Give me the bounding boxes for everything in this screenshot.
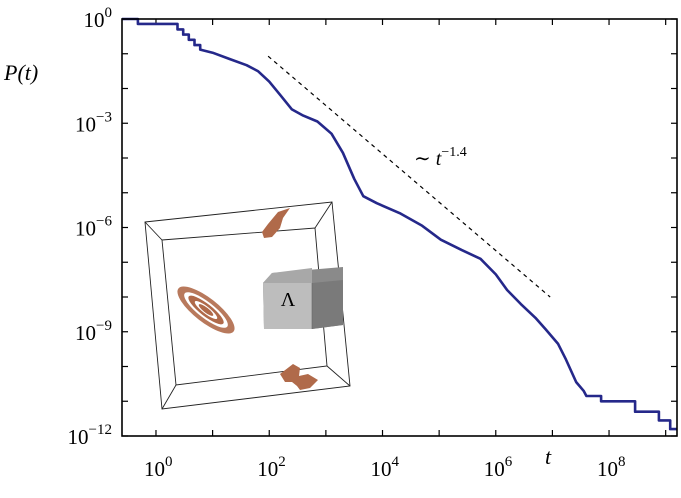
y-tick-label-exponent: −9 xyxy=(96,318,112,334)
x-tick-label-exponent: 6 xyxy=(505,454,513,470)
plot-frame xyxy=(121,18,678,437)
x-tick-label-exponent: 4 xyxy=(392,454,400,470)
x-tick-label: 102 xyxy=(257,454,286,481)
x-tick-label: 106 xyxy=(484,454,513,481)
y-tick-label-exponent: 0 xyxy=(105,5,113,21)
y-tick-label: 10−12 xyxy=(68,422,112,449)
ticks xyxy=(122,18,677,437)
y-axis-label: P(t) xyxy=(3,60,38,85)
y-tick-label-exponent: −12 xyxy=(89,422,112,438)
y-tick-label-base: 10 xyxy=(75,321,96,345)
x-tick-label-exponent: 2 xyxy=(278,454,286,470)
inset-shape-top xyxy=(262,208,290,238)
x-tick-label: 108 xyxy=(597,454,626,481)
x-tick-label: 100 xyxy=(144,454,173,481)
x-axis-label: t xyxy=(545,444,552,469)
inset-shape-rings xyxy=(177,286,235,334)
y-tick-label-base: 10 xyxy=(68,425,89,449)
y-tick-label-base: 10 xyxy=(84,8,105,32)
inset-3d-box: Λ xyxy=(144,201,351,410)
x-tick-label-exponent: 8 xyxy=(618,454,626,470)
y-tick-label: 10−6 xyxy=(75,214,112,241)
x-tick-label-exponent: 0 xyxy=(165,454,173,470)
reference-label-prefix: ∼ xyxy=(414,148,436,170)
y-tick-label: 10−3 xyxy=(75,109,112,136)
y-tick-label-exponent: −6 xyxy=(96,214,112,230)
reference-line-power-law xyxy=(267,55,551,298)
inset-orange-shapes xyxy=(177,208,318,390)
inset-shape-bottom xyxy=(280,364,318,390)
series-line-p-of-t xyxy=(122,17,677,431)
y-tick-label: 10−9 xyxy=(75,318,112,345)
reference-label-var: t xyxy=(436,148,442,170)
reference-label-exponent: −1.4 xyxy=(441,145,466,160)
y-tick-label-exponent: −3 xyxy=(96,109,112,125)
y-tick-label-base: 10 xyxy=(75,112,96,136)
x-tick-label: 104 xyxy=(371,454,400,481)
inset-lambda-cube: Λ xyxy=(263,267,343,329)
inset-lambda-label: Λ xyxy=(281,289,296,311)
y-tick-label-base: 10 xyxy=(75,217,96,241)
reference-line-label: ∼ t−1.4 xyxy=(414,145,467,170)
y-tick-label: 100 xyxy=(84,5,113,32)
